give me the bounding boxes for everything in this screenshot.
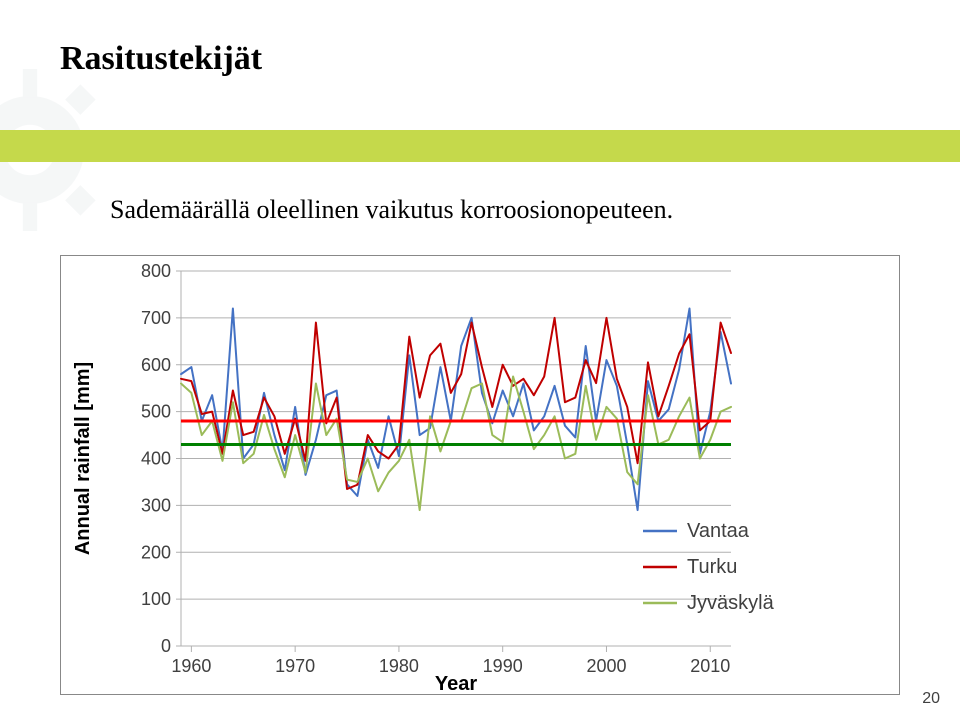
svg-text:Year: Year <box>435 673 477 695</box>
svg-text:1970: 1970 <box>275 656 315 676</box>
svg-text:500: 500 <box>141 402 171 422</box>
svg-text:800: 800 <box>141 261 171 281</box>
svg-text:400: 400 <box>141 449 171 469</box>
svg-text:300: 300 <box>141 495 171 515</box>
page-number: 20 <box>922 690 940 708</box>
svg-text:100: 100 <box>141 589 171 609</box>
svg-text:0: 0 <box>161 636 171 656</box>
svg-text:1980: 1980 <box>379 656 419 676</box>
svg-text:1990: 1990 <box>483 656 523 676</box>
svg-text:Annual rainfall [mm]: Annual rainfall [mm] <box>72 362 94 555</box>
svg-text:Jyväskylä: Jyväskylä <box>687 592 775 614</box>
page-title: Rasitustekijät <box>60 40 262 78</box>
svg-text:700: 700 <box>141 308 171 328</box>
svg-text:200: 200 <box>141 542 171 562</box>
rainfall-chart: 1960 1970 1980 1990 2000 2010 0 100 200 300 400 500… <box>60 255 900 695</box>
svg-text:2000: 2000 <box>586 656 626 676</box>
svg-text:Turku: Turku <box>687 556 737 578</box>
svg-text:600: 600 <box>141 355 171 375</box>
page-subtitle: Sademäärällä oleellinen vaikutus korroos… <box>110 195 673 225</box>
header-stripe <box>0 130 960 162</box>
svg-text:1960: 1960 <box>171 656 211 676</box>
svg-text:Vantaa: Vantaa <box>687 520 750 542</box>
svg-text:2010: 2010 <box>690 656 730 676</box>
